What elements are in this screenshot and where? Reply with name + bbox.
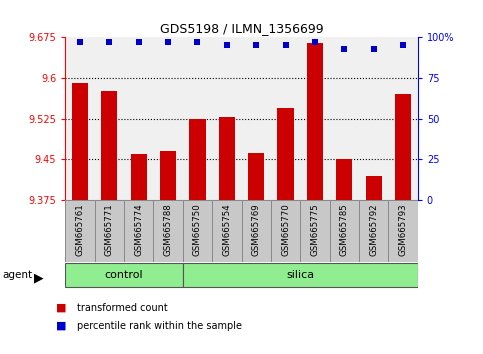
Text: ■: ■ <box>56 321 66 331</box>
Bar <box>278 108 294 200</box>
Bar <box>130 154 147 200</box>
Bar <box>95 200 124 262</box>
Text: GSM665793: GSM665793 <box>398 204 408 256</box>
Bar <box>219 117 235 200</box>
Bar <box>307 42 323 200</box>
Bar <box>395 94 411 200</box>
Text: ▶: ▶ <box>34 271 43 284</box>
Bar <box>101 91 117 200</box>
Text: control: control <box>105 270 143 280</box>
Text: GSM665761: GSM665761 <box>75 203 85 256</box>
Bar <box>359 200 388 262</box>
Text: GSM665775: GSM665775 <box>311 203 319 256</box>
Text: GSM665769: GSM665769 <box>252 204 261 256</box>
Bar <box>242 200 271 262</box>
Bar <box>72 83 88 200</box>
Bar <box>65 263 183 287</box>
Text: GSM665788: GSM665788 <box>164 203 172 256</box>
Text: GSM665792: GSM665792 <box>369 204 378 256</box>
Bar <box>248 153 264 200</box>
Bar <box>154 200 183 262</box>
Text: GSM665770: GSM665770 <box>281 203 290 256</box>
Bar <box>329 200 359 262</box>
Text: ■: ■ <box>56 303 66 313</box>
Text: GSM665771: GSM665771 <box>105 203 114 256</box>
Bar <box>300 200 329 262</box>
Text: percentile rank within the sample: percentile rank within the sample <box>77 321 242 331</box>
Bar <box>189 119 205 200</box>
Bar <box>271 200 300 262</box>
Text: transformed count: transformed count <box>77 303 168 313</box>
Text: silica: silica <box>286 270 314 280</box>
Text: GSM665785: GSM665785 <box>340 203 349 256</box>
Bar <box>65 200 95 262</box>
Text: GSM665774: GSM665774 <box>134 203 143 256</box>
Title: GDS5198 / ILMN_1356699: GDS5198 / ILMN_1356699 <box>160 22 323 35</box>
Bar <box>388 200 418 262</box>
Bar <box>124 200 154 262</box>
Bar <box>183 263 418 287</box>
Text: GSM665754: GSM665754 <box>222 203 231 256</box>
Bar <box>336 159 353 200</box>
Bar <box>212 200 242 262</box>
Text: agent: agent <box>2 270 32 280</box>
Text: GSM665750: GSM665750 <box>193 203 202 256</box>
Bar <box>366 176 382 200</box>
Bar <box>160 151 176 200</box>
Bar <box>183 200 212 262</box>
